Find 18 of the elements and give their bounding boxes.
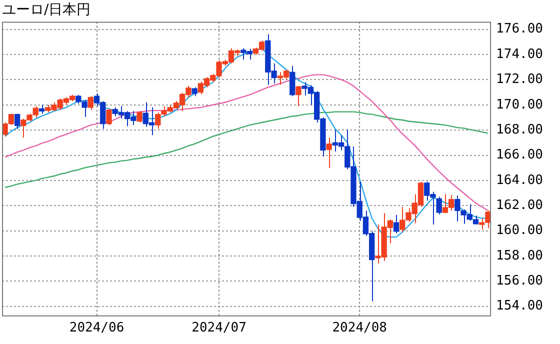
x-tick-label: 2024/07 <box>192 320 246 336</box>
y-tick-label: 156.00 <box>496 274 544 289</box>
x-tick-label: 2024/08 <box>332 320 388 336</box>
y-tick-label: 176.00 <box>496 22 544 37</box>
y-tick-label: 166.00 <box>496 148 544 163</box>
y-tick-label: 174.00 <box>496 46 544 62</box>
y-tick-label: 164.00 <box>496 172 544 188</box>
y-tick-label: 172.00 <box>496 72 544 88</box>
chart-title: ユーロ/日本円 <box>2 2 91 18</box>
y-tick-label: 158.00 <box>496 248 544 264</box>
y-tick-label: 154.00 <box>496 298 544 314</box>
y-tick-label: 160.00 <box>496 223 544 238</box>
y-tick-label: 162.00 <box>496 198 544 213</box>
candlestick <box>326 137 332 168</box>
x-tick-label: 2024/06 <box>69 320 124 336</box>
y-tick-label: 170.00 <box>496 97 544 112</box>
candlestick <box>192 86 198 97</box>
y-tick-label: 168.00 <box>496 122 544 138</box>
